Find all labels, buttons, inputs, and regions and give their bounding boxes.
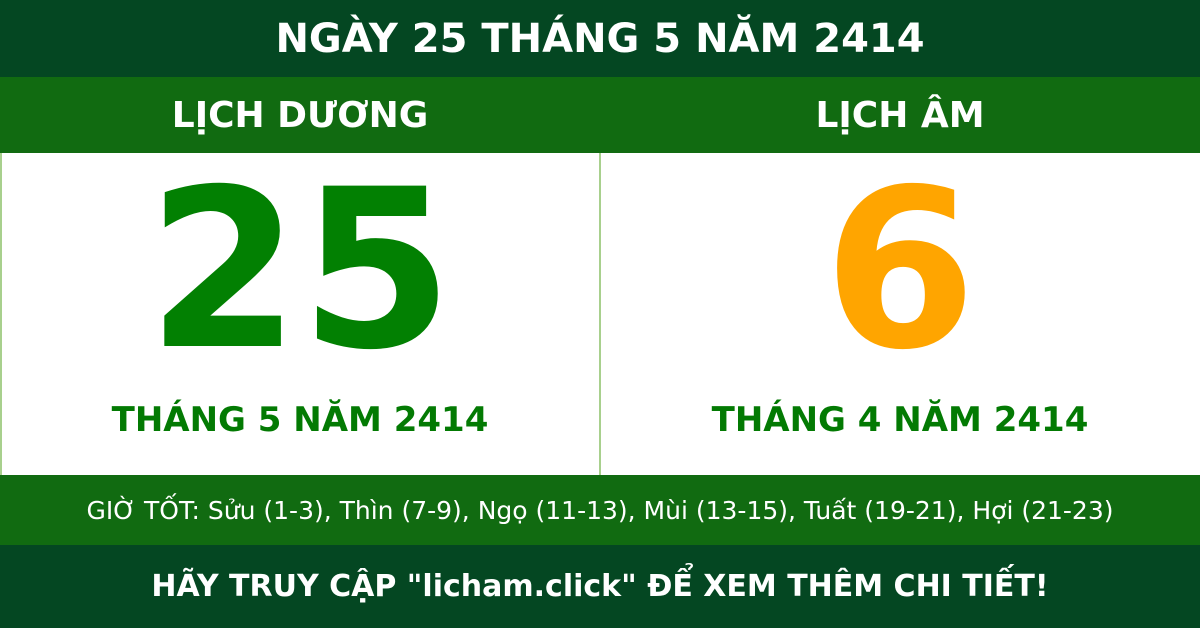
lunar-day: 6	[823, 142, 977, 398]
solar-month-year: THÁNG 5 NĂM 2414	[111, 400, 489, 440]
divider	[599, 153, 601, 475]
footer-cta: HÃY TRUY CẬP "licham.click" ĐỂ XEM THÊM …	[0, 545, 1200, 628]
calendar-labels: LỊCH DƯƠNG LỊCH ÂM	[0, 77, 1200, 153]
lunar-label: LỊCH ÂM	[815, 94, 985, 136]
solar-label: LỊCH DƯƠNG	[171, 94, 429, 136]
solar-day: 25	[146, 142, 454, 398]
page-title: NGÀY 25 THÁNG 5 NĂM 2414	[0, 0, 1200, 77]
lunar-month-year: THÁNG 4 NĂM 2414	[711, 400, 1089, 440]
good-hours: GIỜ TỐT: Sửu (1-3), Thìn (7-9), Ngọ (11-…	[0, 475, 1200, 545]
